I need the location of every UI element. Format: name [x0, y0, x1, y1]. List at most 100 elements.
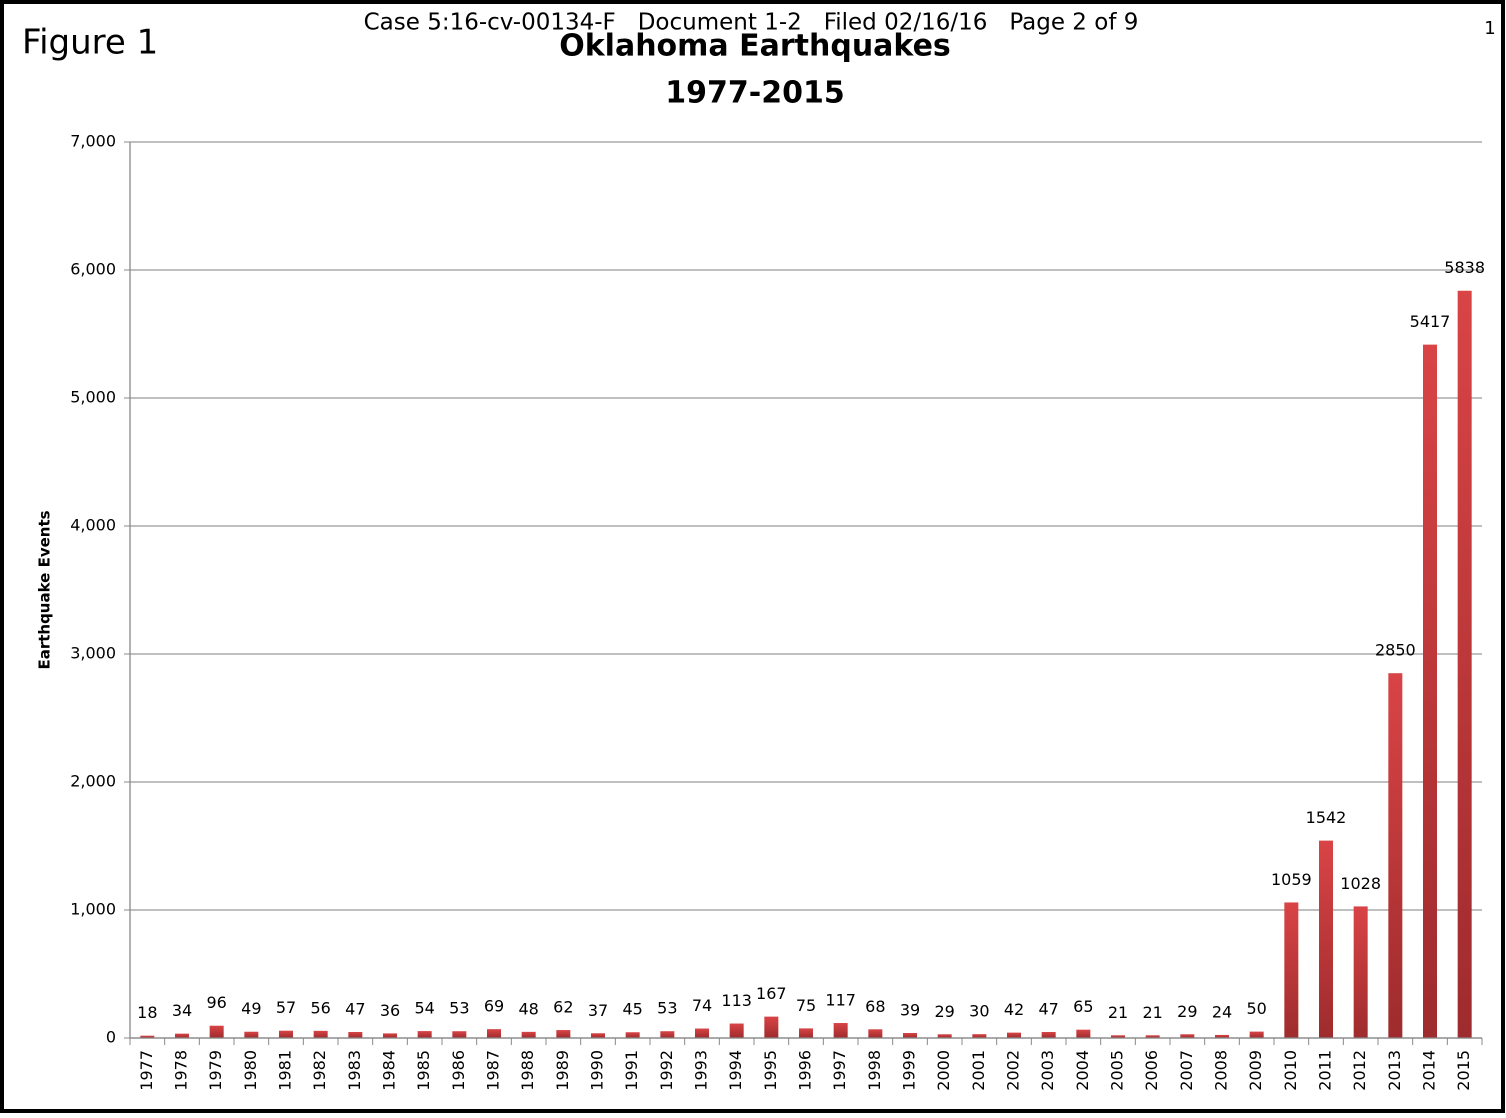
bar — [1423, 344, 1437, 1038]
x-tick-label: 1981 — [276, 1050, 295, 1091]
bar — [903, 1033, 917, 1038]
value-label: 5838 — [1444, 258, 1485, 277]
bar — [764, 1016, 779, 1038]
x-tick-label: 2007 — [1177, 1050, 1196, 1091]
value-label: 54 — [414, 999, 434, 1018]
bar — [660, 1031, 675, 1038]
bar — [383, 1033, 397, 1038]
bar — [175, 1033, 189, 1038]
bar — [1041, 1031, 1056, 1038]
case-header: Case 5:16-cv-00134-F Document 1-2 Filed … — [364, 10, 1139, 36]
x-tick-label: 1980 — [241, 1050, 260, 1091]
x-tick-label: 1988 — [518, 1050, 537, 1091]
x-tick-label: 2013 — [1385, 1050, 1404, 1091]
x-tick-label: 2008 — [1212, 1050, 1231, 1091]
x-tick-label: 1996 — [796, 1050, 815, 1091]
value-label: 167 — [756, 984, 787, 1003]
x-tick-label: 2002 — [1004, 1050, 1023, 1091]
bar — [209, 1025, 224, 1038]
value-label: 34 — [172, 1001, 192, 1020]
value-label: 29 — [934, 1002, 954, 1021]
x-tick-label: 2006 — [1142, 1050, 1161, 1091]
page-number: 1 — [1484, 18, 1495, 39]
x-tick-label: 1979 — [206, 1050, 225, 1091]
y-tick-label: 5,000 — [70, 388, 116, 407]
x-tick-label: 2012 — [1350, 1050, 1369, 1091]
x-tick-label: 1992 — [657, 1050, 676, 1091]
bar — [695, 1028, 709, 1038]
bar — [140, 1035, 155, 1038]
bar — [1076, 1029, 1091, 1038]
value-label: 30 — [969, 1002, 989, 1021]
x-tick-label: 2009 — [1246, 1050, 1265, 1091]
value-label: 62 — [553, 998, 573, 1017]
x-tick-label: 1984 — [380, 1050, 399, 1091]
x-tick-label: 1995 — [761, 1050, 780, 1091]
bar — [521, 1031, 536, 1038]
x-tick-label: 1997 — [830, 1050, 849, 1091]
bar — [1180, 1034, 1195, 1038]
value-label: 24 — [1212, 1002, 1232, 1021]
value-label: 65 — [1073, 997, 1093, 1016]
value-label: 45 — [622, 1000, 642, 1019]
value-label: 69 — [484, 997, 504, 1016]
bar — [1284, 902, 1299, 1038]
bar — [417, 1031, 432, 1038]
bar — [1249, 1031, 1264, 1038]
y-tick-label: 4,000 — [70, 516, 116, 535]
x-tick-label: 2003 — [1038, 1050, 1057, 1091]
x-tick-label: 2011 — [1316, 1050, 1335, 1091]
value-label: 74 — [692, 996, 712, 1015]
value-label: 50 — [1246, 999, 1266, 1018]
value-label: 1028 — [1340, 874, 1381, 893]
x-tick-label: 2001 — [969, 1050, 988, 1091]
bar — [799, 1028, 813, 1038]
y-tick-label: 0 — [106, 1028, 116, 1047]
value-label: 1059 — [1271, 870, 1312, 889]
chart-subtitle: 1977-2015 — [665, 76, 844, 111]
value-label: 113 — [721, 991, 752, 1010]
value-label: 117 — [825, 991, 856, 1010]
bar — [937, 1034, 952, 1038]
x-tick-label: 1987 — [484, 1050, 503, 1091]
bar — [1319, 840, 1333, 1038]
value-label: 21 — [1142, 1003, 1162, 1022]
bar — [244, 1031, 259, 1038]
bar — [625, 1032, 640, 1038]
y-tick-label: 1,000 — [70, 900, 116, 919]
x-tick-label: 1986 — [449, 1050, 468, 1091]
value-label: 37 — [588, 1001, 608, 1020]
x-tick-label: 1983 — [345, 1050, 364, 1091]
value-label: 56 — [310, 998, 330, 1017]
value-label: 47 — [1038, 999, 1058, 1018]
x-tick-label: 1985 — [414, 1050, 433, 1091]
value-label: 53 — [657, 999, 677, 1018]
bar — [1353, 906, 1368, 1038]
value-label: 48 — [518, 999, 538, 1018]
bar — [1215, 1034, 1229, 1038]
bar — [556, 1030, 571, 1038]
x-tick-label: 1977 — [137, 1050, 156, 1091]
bar — [729, 1023, 744, 1038]
value-label: 57 — [276, 998, 296, 1017]
y-tick-label: 7,000 — [70, 132, 116, 151]
bar — [591, 1033, 605, 1038]
bar — [1111, 1035, 1125, 1038]
x-tick-label: 2014 — [1420, 1050, 1439, 1091]
x-tick-label: 2005 — [1108, 1050, 1127, 1091]
y-tick-label: 6,000 — [70, 260, 116, 279]
bar — [1007, 1032, 1021, 1038]
x-tick-label: 1993 — [692, 1050, 711, 1091]
value-label: 68 — [865, 997, 885, 1016]
value-label: 42 — [1004, 1000, 1024, 1019]
x-tick-label: 2000 — [934, 1050, 953, 1091]
y-tick-label: 2,000 — [70, 772, 116, 791]
bar — [833, 1023, 848, 1038]
value-label: 75 — [796, 996, 816, 1015]
figure-label: Figure 1 — [22, 23, 158, 63]
bar — [1457, 290, 1472, 1039]
bar — [313, 1030, 328, 1038]
value-label: 2850 — [1375, 641, 1416, 660]
bar — [1388, 673, 1403, 1038]
